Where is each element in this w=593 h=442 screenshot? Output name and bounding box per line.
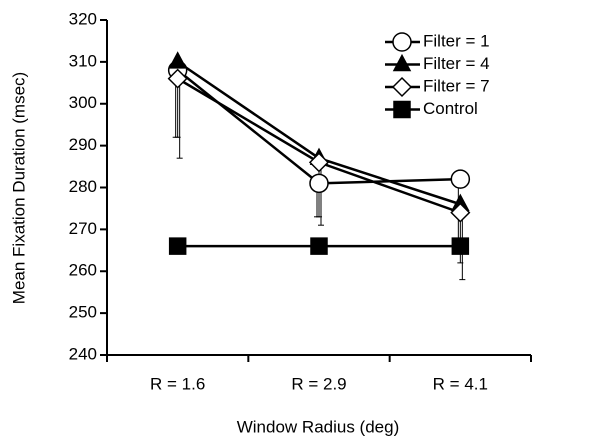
marker <box>391 76 413 98</box>
marker <box>392 32 412 52</box>
y-tick-label: 270 <box>69 219 97 238</box>
x-tick-label: R = 4.1 <box>433 374 488 393</box>
marker <box>450 169 471 189</box>
marker <box>451 237 470 255</box>
y-tick-label: 320 <box>69 9 97 28</box>
x-tick-label: R = 1.6 <box>150 374 205 393</box>
marker <box>168 237 187 255</box>
legend-label: Control <box>423 99 478 118</box>
x-axis-title: Window Radius (deg) <box>237 417 400 436</box>
y-tick-label: 310 <box>69 51 97 70</box>
y-tick-label: 300 <box>69 93 97 112</box>
y-tick-label: 290 <box>69 135 97 154</box>
marker <box>168 51 187 69</box>
marker <box>310 237 328 255</box>
x-tick-label: R = 2.9 <box>291 374 346 393</box>
y-tick-label: 250 <box>69 303 97 322</box>
marker <box>308 152 330 173</box>
y-tick-label: 260 <box>69 261 97 280</box>
legend-label: Filter = 1 <box>423 31 490 50</box>
marker <box>167 68 188 89</box>
marker <box>393 100 411 119</box>
marker <box>450 202 471 223</box>
y-tick-label: 240 <box>69 344 97 363</box>
y-axis-title: Mean Fixation Duration (msec) <box>9 72 28 304</box>
legend-label: Filter = 4 <box>423 54 490 73</box>
marker <box>392 53 412 72</box>
y-tick-label: 280 <box>69 177 97 196</box>
marker <box>309 173 329 194</box>
legend-label: Filter = 7 <box>423 76 490 95</box>
